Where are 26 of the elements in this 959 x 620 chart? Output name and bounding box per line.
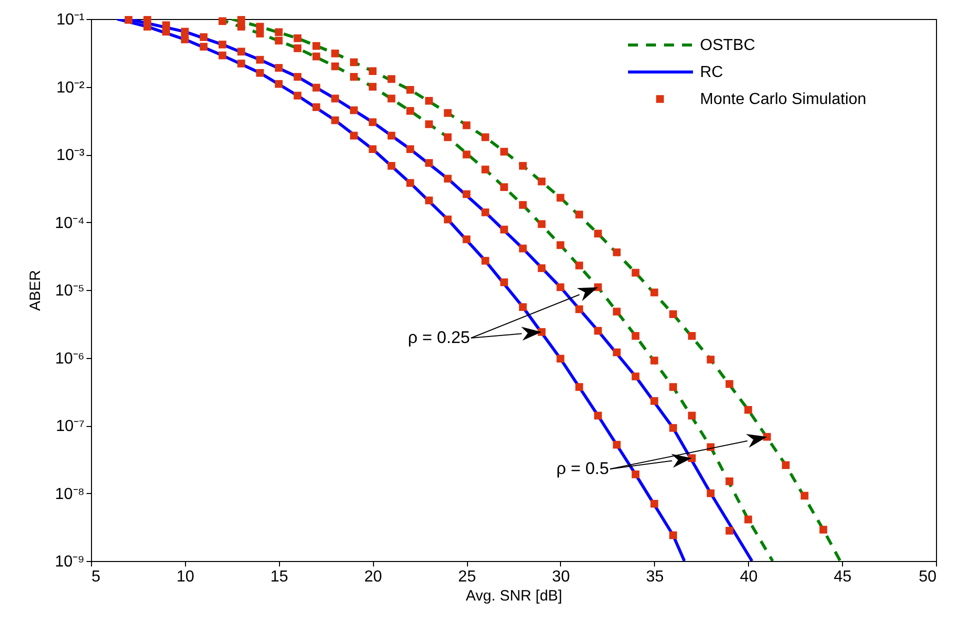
annotation: ρ = 0.5: [556, 459, 609, 478]
y-tick-label: 10⁻⁵: [55, 282, 84, 300]
x-tick-label: 50: [918, 568, 937, 586]
x-tick-label: 10: [176, 568, 194, 586]
annotation: ρ = 0.25: [408, 328, 470, 347]
x-tick-label: 15: [270, 568, 288, 586]
y-tick-label: 10⁻²: [56, 79, 86, 96]
legend-label: OSTBC: [700, 37, 756, 54]
x-tick-label: 45: [834, 568, 852, 586]
x-tick-label: 5: [92, 568, 100, 586]
y-tick-label: 10⁻⁴: [54, 214, 85, 232]
x-tick-label: 35: [646, 568, 664, 586]
x-tick-label: 25: [458, 568, 476, 586]
x-tick-label: 30: [552, 568, 570, 586]
y-tick-label: 10⁻³: [56, 147, 86, 164]
x-tick-label: 40: [740, 568, 758, 586]
y-axis-title: ABER: [26, 270, 44, 311]
y-tick-label: 10⁻⁶: [55, 350, 84, 368]
legend-label: RC: [700, 64, 724, 81]
legend-label: Monte Carlo Simulation: [700, 91, 866, 108]
y-tick-label: 10⁻⁷: [56, 418, 85, 435]
x-axis-title: Avg. SNR [dB]: [466, 588, 562, 604]
x-tick-label: 20: [364, 568, 382, 586]
y-tick-label: 10⁻⁹: [54, 554, 84, 570]
y-tick-label: 10⁻⁸: [54, 486, 84, 503]
y-tick-label: 10⁻¹: [56, 12, 84, 28]
